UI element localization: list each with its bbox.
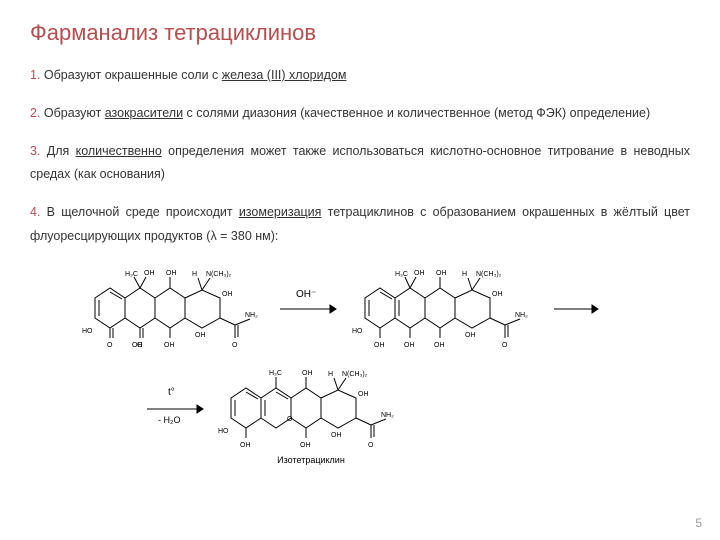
molecule-product: O HO H₃C OH H N(CH₃)₂ OH OH OH OH O NH₂ … [216,363,416,468]
list-item-1: 1. Образуют окрашенные соли с железа (II… [30,64,690,88]
svg-text:H₃C: H₃C [269,370,282,377]
list-item-4: 4. В щелочной среде происходит изомериза… [30,201,690,249]
svg-text:OH: OH [164,342,175,349]
item-number: 3. [30,144,40,158]
slide-title: Фарманализ тетрациклинов [30,20,690,46]
item-text-frag: В щелочной среде происходит [47,205,239,219]
svg-text:H: H [328,371,333,378]
item-text-underline: количественно [76,144,162,158]
svg-text:OH: OH [300,442,311,449]
svg-text:NH₂: NH₂ [515,312,528,319]
reaction-arrow-2 [552,299,600,319]
item-text-frag: с солями диазония (качественное и количе… [183,106,650,120]
molecule-intermediate: HO H₃C OH OH H N(CH₃)₂ OH OH OH OH OH O … [350,263,545,351]
svg-text:OH: OH [240,442,251,449]
svg-text:O: O [137,342,143,349]
svg-text:O: O [502,342,508,349]
svg-text:O: O [287,416,293,423]
svg-text:OH: OH [331,432,342,439]
svg-text:OH: OH [144,270,155,277]
svg-text:OH: OH [414,270,425,277]
svg-text:O: O [232,342,238,349]
svg-text:H: H [462,271,467,278]
svg-text:H₃C: H₃C [125,271,138,278]
svg-text:HO: HO [82,328,93,335]
item-text-frag: Для [47,144,76,158]
svg-text:N(CH₃)₂: N(CH₃)₂ [206,271,232,278]
svg-text:OH: OH [302,370,313,377]
item-number: 1. [30,68,40,82]
reaction-arrow-1 [278,299,338,319]
reagent-label-2-bot: - H₂O [158,415,181,425]
svg-text:OH: OH [492,291,503,298]
reagent-label-2-top: t° [168,387,175,398]
svg-text:HO: HO [218,428,229,435]
page-number: 5 [695,516,702,530]
molecule-start: HO H₃C OH OH H N(CH₃)₂ OH O OH O OH OH O… [80,263,265,351]
svg-text:OH: OH [195,332,206,339]
svg-text:O: O [107,342,113,349]
svg-text:OH: OH [358,391,369,398]
svg-text:N(CH₃)₂: N(CH₃)₂ [476,271,502,278]
item-number: 2. [30,106,40,120]
product-caption: Изотетрациклин [277,455,345,465]
item-text-underline: азокрасители [105,106,183,120]
svg-text:OH: OH [465,332,476,339]
item-text-frag: Образуют окрашенные соли с [44,68,222,82]
svg-text:NH₂: NH₂ [381,412,394,419]
svg-text:N(CH₃)₂: N(CH₃)₂ [342,371,368,378]
list-item-2: 2. Образуют азокрасители с солями диазон… [30,102,690,126]
reagent-label-1: OH⁻ [296,289,316,300]
svg-text:HO: HO [352,328,363,335]
svg-text:H₃C: H₃C [395,271,408,278]
svg-text:OH: OH [374,342,385,349]
svg-text:NH₂: NH₂ [245,312,258,319]
item-text-underline: железа (III) хлоридом [222,68,347,82]
reaction-scheme: HO H₃C OH OH H N(CH₃)₂ OH O OH O OH OH O… [30,263,690,473]
svg-text:OH: OH [166,270,177,277]
svg-text:O: O [368,442,374,449]
item-number: 4. [30,205,40,219]
svg-text:OH: OH [436,270,447,277]
item-text-underline: изомеризация [239,205,322,219]
list-item-3: 3. Для количественно определения может т… [30,140,690,188]
svg-text:OH: OH [434,342,445,349]
svg-text:OH: OH [222,291,233,298]
svg-text:H: H [192,271,197,278]
svg-text:OH: OH [404,342,415,349]
item-text-frag: Образуют [44,106,105,120]
